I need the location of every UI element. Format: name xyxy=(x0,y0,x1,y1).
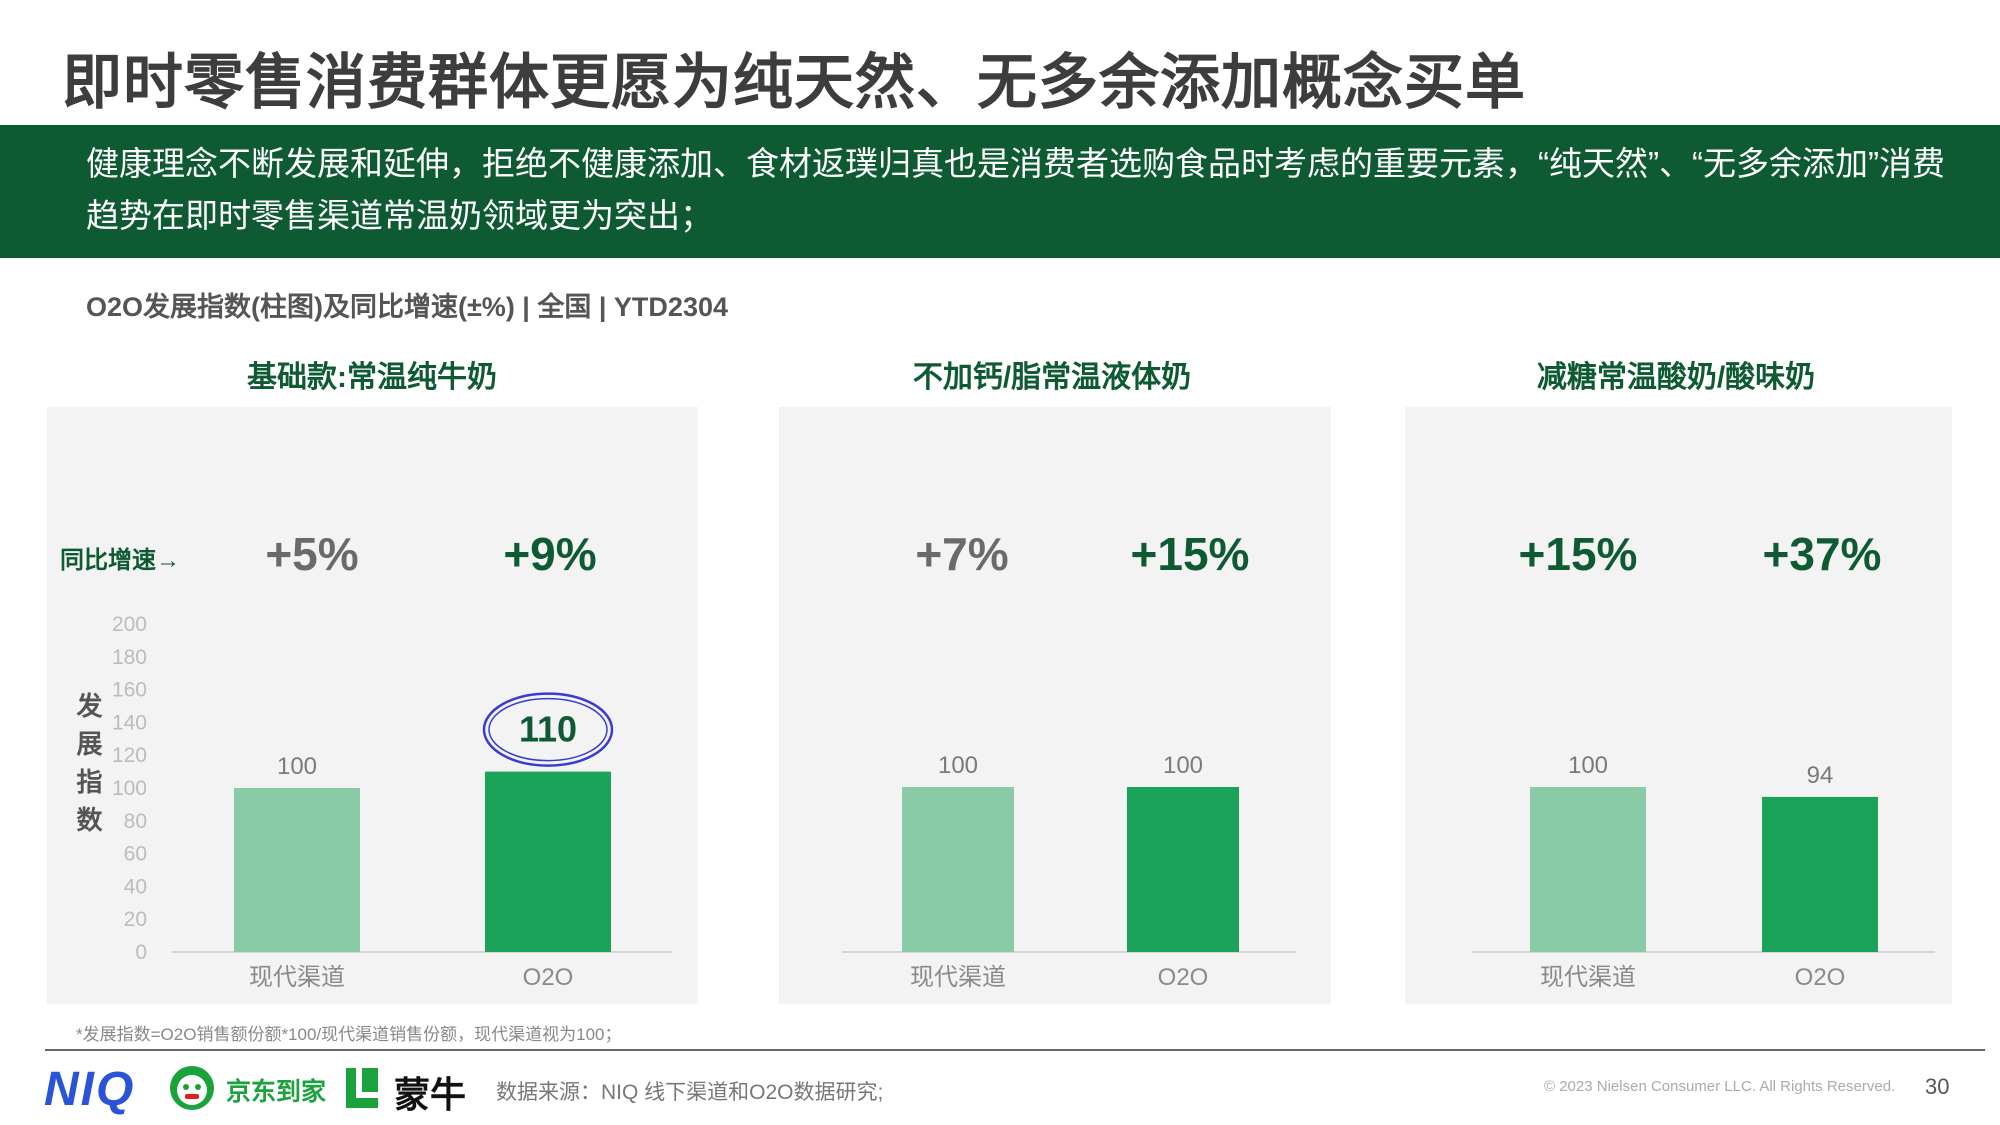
y-axis-label: 发展指数 xyxy=(73,692,103,844)
copyright: © 2023 Nielsen Consumer LLC. All Rights … xyxy=(1544,1078,1896,1095)
bar-1-2 xyxy=(485,771,611,952)
summary-banner-text: 健康理念不断发展和延伸，拒绝不健康添加、食材返璞归真也是消费者选购食品时考虑的重… xyxy=(86,145,1945,234)
y-tick-label: 140 xyxy=(112,711,147,734)
highlight-circle-inner-icon xyxy=(488,697,608,762)
growth-rate-value: +5% xyxy=(265,528,358,580)
bar-3-1 xyxy=(1530,787,1646,952)
bar-2-2 xyxy=(1127,787,1239,952)
growth-rate-value: +15% xyxy=(1519,528,1638,580)
y-tick-label: 80 xyxy=(124,810,147,833)
y-tick-label: 0 xyxy=(135,941,147,964)
category-label: O2O xyxy=(1795,964,1846,991)
bar-3-2 xyxy=(1762,796,1878,952)
category-label: O2O xyxy=(523,964,574,991)
y-tick-label: 40 xyxy=(124,875,147,898)
y-tick-label: 180 xyxy=(112,646,147,669)
growth-rate-value: +9% xyxy=(503,528,596,580)
growth-rate-value: +7% xyxy=(915,528,1008,580)
y-tick-label: 120 xyxy=(112,744,147,767)
mengniu-logo-text: 蒙牛 xyxy=(394,1074,467,1115)
category-label: 现代渠道 xyxy=(910,964,1006,991)
growth-rate-value: +15% xyxy=(1131,528,1250,580)
y-tick-label: 100 xyxy=(112,777,147,800)
footer-divider xyxy=(45,1049,1985,1051)
highlight-circle-icon xyxy=(482,692,614,767)
category-label: O2O xyxy=(1158,964,1209,991)
data-source: 数据来源：NIQ 线下渠道和O2O数据研究; xyxy=(496,1081,884,1104)
bar-value-label: 100 xyxy=(277,753,317,780)
chart-title-2: 不加钙/脂常温液体奶 xyxy=(912,361,1192,394)
chart-title-3: 减糖常温酸奶/酸味奶 xyxy=(1536,361,1816,394)
bar-value-label: 100 xyxy=(1163,752,1203,779)
footnote: *发展指数=O2O销售额份额*100/现代渠道销售份额，现代渠道视为100； xyxy=(76,1025,622,1044)
bar-value-label: 110 xyxy=(519,709,577,750)
y-tick-label: 200 xyxy=(112,613,147,636)
bar-2-1 xyxy=(902,787,1014,952)
growth-rate-label: 同比增速→ xyxy=(60,547,180,574)
page-title: 即时零售消费群体更愿为纯天然、无多余添加概念买单 xyxy=(62,49,1526,116)
category-label: 现代渠道 xyxy=(1540,964,1636,991)
summary-banner xyxy=(0,125,2000,258)
y-tick-label: 160 xyxy=(112,679,147,702)
y-tick-label: 60 xyxy=(124,843,147,866)
y-tick-label: 20 xyxy=(124,908,147,931)
bar-value-label: 100 xyxy=(1568,752,1608,779)
partner-logos-icon xyxy=(170,1066,378,1110)
bar-1-1 xyxy=(234,788,360,952)
niq-logo: NIQ xyxy=(44,1063,136,1116)
jd-daojia-logo-text: 京东到家 xyxy=(226,1078,327,1106)
bar-value-label: 100 xyxy=(938,752,978,779)
chart-title-1: 基础款:常温纯牛奶 xyxy=(247,361,497,394)
bar-value-label: 94 xyxy=(1807,762,1834,789)
chart-subtitle: O2O发展指数(柱图)及同比增速(±%) | 全国 | YTD2304 xyxy=(86,292,728,322)
category-label: 现代渠道 xyxy=(249,964,345,991)
page-number: 30 xyxy=(1925,1074,1950,1099)
growth-rate-value: +37% xyxy=(1763,528,1882,580)
